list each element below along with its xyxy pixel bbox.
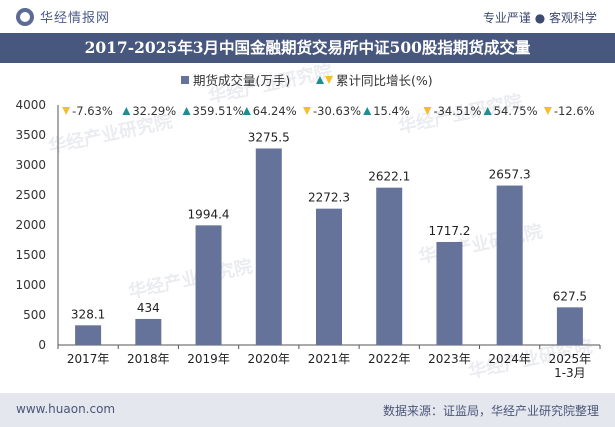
bar-value-label: 2622.1 [368,170,410,184]
bar [195,225,222,345]
x-tick-label: 2018年 [127,352,170,366]
bar-value-label: 328.1 [71,307,105,321]
bar-value-label: 627.5 [553,289,587,303]
growth-up-icon [363,107,372,115]
growth-label: -7.63% [72,104,113,118]
x-tick-label: 2020年 [248,352,291,366]
growth-label: 64.24% [253,104,297,118]
legend-swatch-volume [181,76,189,84]
bar-value-label: 2657.3 [489,168,531,182]
bar-chart: 华经产业研究院 华经产业研究院华经产业研究院华经产业研究院华经产业研究院华经产业研… [15,63,601,383]
growth-label: -34.51% [433,104,481,118]
bar [75,325,102,345]
watermark-text: 华经产业研究院 [126,255,254,303]
legend-swatch-growth-up [316,76,324,84]
x-tick-label: 1-3月 [554,366,586,380]
x-tick-label: 2023年 [428,352,471,366]
footer-url: www.huaon.com [16,402,116,416]
growth-up-icon [483,107,492,115]
x-tick-label: 2019年 [187,352,230,366]
y-tick-label: 2500 [15,188,46,202]
bar-value-label: 434 [137,301,160,315]
brand-bar: 华经情报网 专业严谨 ● 客观科学 [0,0,615,33]
y-tick-label: 1000 [15,278,46,292]
growth-label: 54.75% [494,104,538,118]
legend-swatch-growth-down [325,76,333,84]
brand-logo: 华经情报网 [16,7,110,26]
logo-icon [16,7,34,26]
y-tick-label: 3000 [15,158,46,172]
growth-label: -30.63% [313,104,361,118]
footer: www.huaon.com 数据来源：证监局，华经产业研究院整理 [0,393,615,427]
growth-up-icon [242,107,251,115]
y-tick-label: 1500 [15,248,46,262]
bar [436,241,463,345]
bar-value-label: 3275.5 [248,130,290,144]
bar-value-label: 2272.3 [308,191,350,205]
y-tick-label: 0 [38,338,46,352]
bar [496,185,523,345]
bar [255,148,282,345]
growth-label: 359.51% [193,104,244,118]
chart-title: 2017-2025年3月中国金融期货交易所中证500股指期货成交量 [0,33,615,63]
growth-down-icon [62,107,71,115]
growth-down-icon [303,107,311,115]
legend-label-growth: 累计同比增长(%) [336,73,433,88]
footer-source: 数据来源：证监局，华经产业研究院整理 [382,404,599,418]
bar [376,187,403,345]
growth-label: 15.4% [373,104,410,118]
growth-down-icon [543,107,552,115]
bar-value-label: 1994.4 [188,207,230,221]
brand-name: 华经情报网 [40,11,111,26]
y-tick-label: 4000 [15,98,46,112]
growth-label: 32.29% [132,104,176,118]
legend-label-volume: 期货成交量(万手) [193,73,290,88]
growth-up-icon [182,107,191,115]
x-tick-label: 2021年 [308,352,351,366]
bar [556,307,583,345]
tagline: 专业严谨 ● 客观科学 [482,11,597,25]
growth-up-icon [122,107,131,115]
x-tick-label: 2017年 [67,352,110,366]
x-tick-label: 2024年 [488,352,531,366]
x-tick-label: 2022年 [368,352,411,366]
growth-label: -12.6% [554,104,595,118]
y-tick-label: 3500 [15,128,46,142]
growth-down-icon [423,107,432,115]
y-tick-label: 500 [23,308,46,322]
bar [316,208,342,345]
bar [135,318,162,345]
x-tick-label: 2025年 [549,352,592,366]
y-tick-label: 2000 [15,218,46,232]
bar-value-label: 1717.2 [428,224,470,238]
